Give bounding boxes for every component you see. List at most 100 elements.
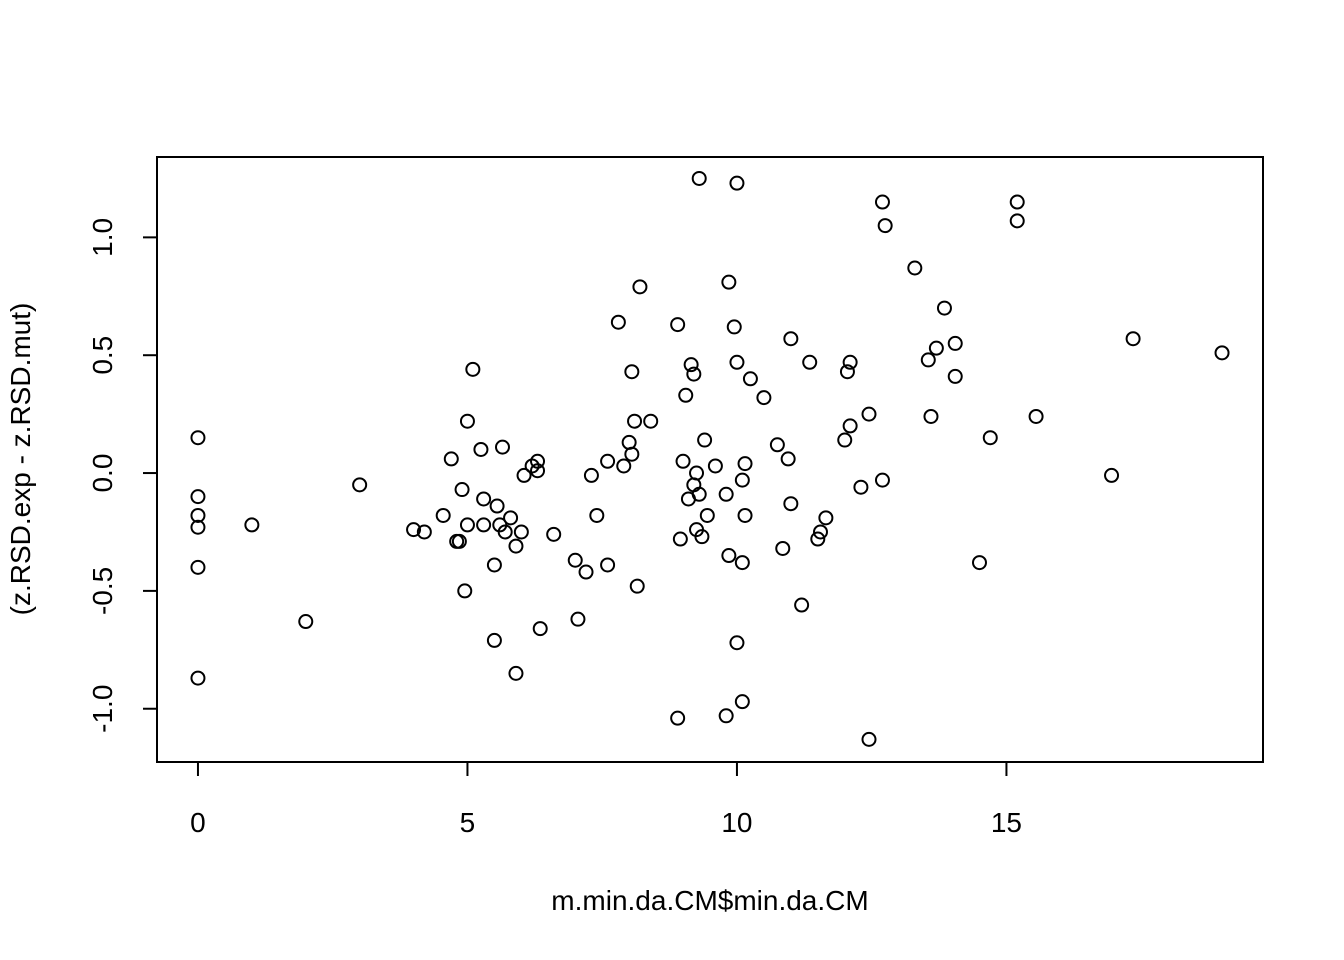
data-point: [877, 218, 893, 234]
data-point: [583, 467, 599, 483]
data-point: [734, 694, 750, 710]
data-point: [810, 531, 826, 547]
data-point: [1104, 467, 1120, 483]
data-point: [670, 710, 686, 726]
data-point: [691, 486, 707, 502]
data-point: [721, 274, 737, 290]
data-point: [454, 482, 470, 498]
data-point: [839, 364, 855, 380]
x-tick-label: 10: [721, 807, 752, 838]
data-point: [465, 361, 481, 377]
data-point: [982, 430, 998, 446]
data-point: [721, 548, 737, 564]
data-point: [190, 507, 206, 523]
data-point: [734, 472, 750, 488]
data-point: [697, 432, 713, 448]
data-point: [298, 614, 314, 630]
data-point: [818, 510, 834, 526]
y-tick-label: -1.0: [87, 685, 118, 733]
data-point: [190, 519, 206, 535]
y-tick-label: 1.0: [87, 218, 118, 257]
data-point: [923, 408, 939, 424]
data-point: [457, 583, 473, 599]
data-point: [610, 314, 626, 330]
data-point: [707, 458, 723, 474]
data-point: [699, 507, 715, 523]
data-point: [567, 552, 583, 568]
data-point: [616, 458, 632, 474]
data-point: [476, 491, 492, 507]
data-point: [600, 453, 616, 469]
data-point: [907, 260, 923, 276]
data-point: [947, 335, 963, 351]
data-point: [190, 559, 206, 575]
x-tick-label: 5: [460, 807, 476, 838]
data-point: [578, 564, 594, 580]
data-point: [691, 170, 707, 186]
data-point: [473, 441, 489, 457]
data-point: [678, 387, 694, 403]
plot-frame: [156, 156, 1264, 763]
data-point: [406, 522, 422, 538]
data-point: [508, 665, 524, 681]
data-point: [769, 437, 785, 453]
data-point: [794, 597, 810, 613]
data-point: [729, 635, 745, 651]
data-point: [802, 354, 818, 370]
data-point: [729, 175, 745, 191]
x-axis-label: m.min.da.CM$min.da.CM: [551, 885, 868, 916]
data-point: [874, 194, 890, 210]
data-point: [1125, 331, 1141, 347]
data-point: [920, 352, 936, 368]
data-point: [734, 555, 750, 571]
data-point: [416, 524, 432, 540]
data-point: [497, 524, 513, 540]
data-point: [546, 526, 562, 542]
data-point: [624, 446, 640, 462]
data-point: [947, 368, 963, 384]
data-point: [632, 279, 648, 295]
data-point: [812, 524, 828, 540]
data-point: [675, 453, 691, 469]
data-point: [842, 354, 858, 370]
data-point: [1009, 213, 1025, 229]
data-point: [874, 472, 890, 488]
data-point: [435, 507, 451, 523]
data-point: [629, 578, 645, 594]
data-point: [737, 456, 753, 472]
data-point: [459, 517, 475, 533]
data-point: [190, 430, 206, 446]
y-axis-label: (z.RSD.exp - z.RSD.mut): [5, 303, 36, 616]
x-tick-label: 15: [991, 807, 1022, 838]
x-axis: 0 5 10 15: [190, 761, 1022, 838]
data-point: [689, 465, 705, 481]
data-point: [1028, 408, 1044, 424]
data-point: [683, 357, 699, 373]
data-point: [516, 467, 532, 483]
data-point: [489, 498, 505, 514]
data-point: [494, 439, 510, 455]
data-point: [783, 331, 799, 347]
y-tick-label: 0.0: [87, 454, 118, 493]
data-point: [756, 390, 772, 406]
data-point: [1214, 345, 1230, 361]
data-point: [861, 731, 877, 747]
data-point: [476, 517, 492, 533]
data-point: [936, 300, 952, 316]
data-point: [627, 413, 643, 429]
y-axis: -1.0 -0.5 0.0 0.5 1.0: [87, 218, 158, 733]
data-point: [570, 611, 586, 627]
data-point: [459, 413, 475, 429]
data-point: [443, 451, 459, 467]
data-point: [718, 486, 734, 502]
data-point: [742, 371, 758, 387]
data-point: [971, 555, 987, 571]
data-point: [780, 451, 796, 467]
data-point: [729, 354, 745, 370]
data-point: [672, 531, 688, 547]
data-point: [532, 621, 548, 637]
data-point: [486, 557, 502, 573]
data-point: [837, 432, 853, 448]
data-point: [853, 479, 869, 495]
